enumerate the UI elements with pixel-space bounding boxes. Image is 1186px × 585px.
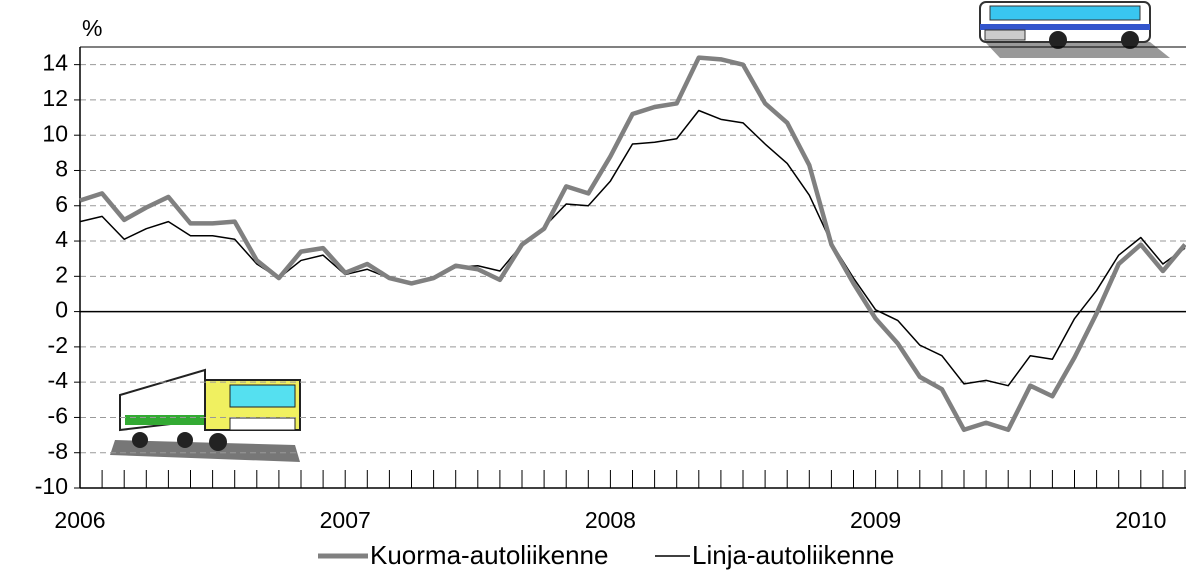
y-tick-label: 0 bbox=[55, 297, 68, 323]
x-tick-label: 2010 bbox=[1115, 507, 1166, 533]
x-tick-label: 2009 bbox=[850, 507, 901, 533]
y-tick-label: -4 bbox=[48, 367, 69, 393]
y-tick-label: -6 bbox=[48, 403, 68, 429]
legend-label: Kuorma-autoliikenne bbox=[370, 540, 608, 570]
y-tick-label: 4 bbox=[55, 226, 68, 252]
y-tick-label: 10 bbox=[42, 120, 68, 146]
x-tick-label: 2006 bbox=[54, 507, 105, 533]
y-tick-label: -8 bbox=[48, 438, 68, 464]
series-line bbox=[80, 58, 1185, 430]
y-tick-label: 6 bbox=[55, 191, 68, 217]
y-tick-label: 14 bbox=[42, 50, 68, 76]
y-axis-label: % bbox=[82, 15, 102, 41]
y-tick-label: -2 bbox=[48, 332, 68, 358]
x-tick-label: 2007 bbox=[320, 507, 371, 533]
truck-icon bbox=[110, 370, 300, 462]
y-tick-label: 8 bbox=[55, 156, 68, 182]
legend-label: Linja-autoliikenne bbox=[692, 540, 894, 570]
bus-icon bbox=[980, 2, 1170, 58]
y-tick-label: -10 bbox=[35, 473, 68, 499]
x-tick-label: 2008 bbox=[585, 507, 636, 533]
series-line bbox=[80, 111, 1185, 386]
chart: % Kuorma-autoliikenne Linja-autoliikenne… bbox=[0, 0, 1186, 585]
y-tick-label: 12 bbox=[42, 85, 68, 111]
y-tick-label: 2 bbox=[55, 261, 68, 287]
